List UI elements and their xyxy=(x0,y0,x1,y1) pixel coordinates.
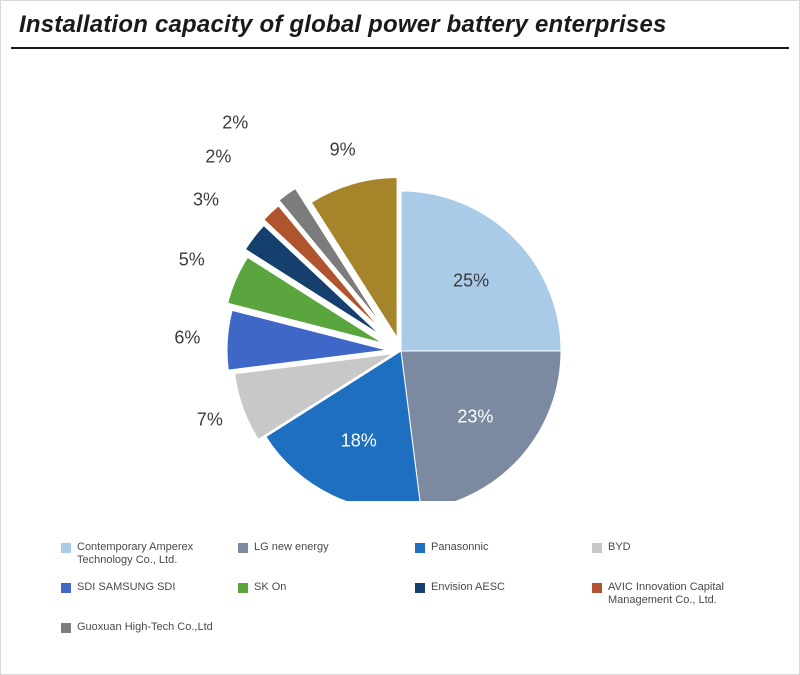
page-title: Installation capacity of global power ba… xyxy=(19,11,667,39)
legend-label: LG new energy xyxy=(254,541,329,554)
title-underline xyxy=(11,47,789,49)
slice-label: 2% xyxy=(222,112,248,133)
legend-item: Panasonnic xyxy=(415,541,582,554)
slice-label: 3% xyxy=(193,189,219,210)
legend-swatch xyxy=(592,583,602,593)
slice-label: 6% xyxy=(174,327,200,348)
legend-label: AVIC Innovation Capital Management Co., … xyxy=(608,581,759,606)
legend-swatch xyxy=(238,543,248,553)
pie-chart: 25% 23% 18% 7% 6% 5% 3% 2% 2% 9% xyxy=(1,61,800,501)
slice-label: 2% xyxy=(205,146,231,167)
legend-label: Contemporary Amperex Technology Co., Ltd… xyxy=(77,541,228,566)
slice-label: 5% xyxy=(179,250,205,271)
slice-label: 23% xyxy=(457,406,493,427)
page: Installation capacity of global power ba… xyxy=(0,0,800,675)
legend-item: Guoxuan High-Tech Co.,Ltd xyxy=(61,621,228,634)
slice-label: 7% xyxy=(197,409,223,430)
legend-item: Envision AESC xyxy=(415,581,582,594)
legend-label: SK On xyxy=(254,581,286,594)
legend-label: Guoxuan High-Tech Co.,Ltd xyxy=(77,621,213,634)
slice-label: 25% xyxy=(453,270,489,291)
legend: Contemporary Amperex Technology Co., Ltd… xyxy=(61,541,759,659)
legend-swatch xyxy=(238,583,248,593)
legend-swatch xyxy=(415,583,425,593)
legend-swatch xyxy=(61,543,71,553)
legend-swatch xyxy=(592,543,602,553)
legend-item: AVIC Innovation Capital Management Co., … xyxy=(592,581,759,606)
legend-item: BYD xyxy=(592,541,759,554)
pie-svg xyxy=(1,61,800,501)
slice-label: 18% xyxy=(341,430,377,451)
legend-swatch xyxy=(61,583,71,593)
legend-label: BYD xyxy=(608,541,631,554)
legend-swatch xyxy=(415,543,425,553)
legend-item: SK On xyxy=(238,581,405,594)
legend-item: Contemporary Amperex Technology Co., Ltd… xyxy=(61,541,228,566)
legend-item: LG new energy xyxy=(238,541,405,554)
legend-label: Panasonnic xyxy=(431,541,489,554)
legend-swatch xyxy=(61,623,71,633)
legend-label: Envision AESC xyxy=(431,581,505,594)
legend-label: SDI SAMSUNG SDI xyxy=(77,581,175,594)
legend-item: SDI SAMSUNG SDI xyxy=(61,581,228,594)
slice-label: 9% xyxy=(330,140,356,161)
